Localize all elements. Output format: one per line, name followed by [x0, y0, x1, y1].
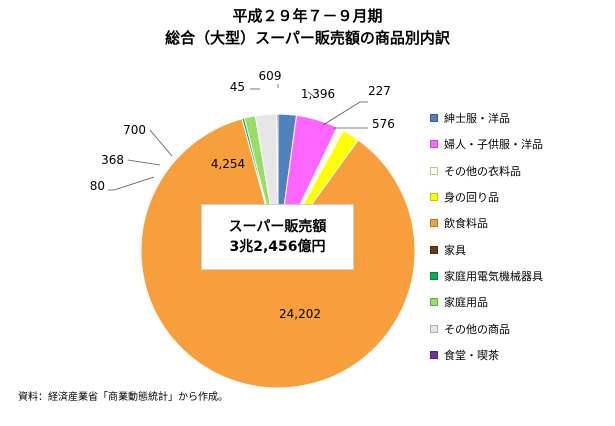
legend-label: 紳士服・洋品 — [444, 112, 510, 126]
legend-label: 身の回り品 — [444, 191, 499, 205]
leader-line — [322, 101, 368, 126]
chart-title-line2: 総合（大型）スーパー販売額の商品別内訳 — [165, 29, 450, 47]
legend-swatch — [430, 114, 438, 123]
legend-swatch — [430, 219, 438, 228]
leader-line — [149, 129, 173, 157]
total-sales-box: スーパー販売額 3兆2,456億円 — [201, 204, 354, 270]
legend-item: 身の回り品 — [430, 184, 543, 210]
leader-line — [127, 159, 161, 166]
legend-label: 婦人・子供服・洋品 — [444, 138, 543, 152]
legend-swatch — [430, 193, 438, 202]
legend-label: その他の衣料品 — [444, 164, 521, 178]
legend-item: 婦人・子供服・洋品 — [430, 131, 543, 157]
chart-legend: 紳士服・洋品婦人・子供服・洋品 その他の衣料品 身の回り品飲食料品家具家庭用電気機械… — [430, 105, 543, 368]
slice-value-label: 609 — [259, 69, 282, 83]
slice-value-label: 576 — [372, 117, 395, 131]
legend-item: 食堂・喫茶 — [430, 342, 543, 368]
leader-line — [307, 91, 317, 99]
legend-swatch — [430, 298, 438, 307]
legend-label: 家具 — [444, 243, 466, 257]
leader-line — [108, 176, 155, 191]
legend-item: 家庭用品 — [430, 289, 543, 315]
slice-value-label: 227 — [368, 84, 391, 98]
legend-swatch — [430, 140, 438, 149]
legend-swatch — [430, 350, 438, 359]
legend-swatch — [430, 245, 438, 254]
total-sales-value: 3兆2,456億円 — [229, 239, 326, 255]
legend-label: 家庭用電気機械器具 — [444, 269, 543, 283]
slice-value-label: 80 — [90, 179, 105, 193]
slice-value-label: 1,396 — [301, 87, 335, 101]
chart-title-line1: 平成２９年７－９月期 — [232, 7, 383, 25]
legend-label: 飲食料品 — [444, 217, 488, 231]
slice-value-label: 45 — [230, 80, 245, 94]
source-note: 資料：経済産業省「商業動態統計」から作成。 — [18, 392, 228, 403]
slice-value-label: 700 — [123, 123, 146, 137]
slice-value-label: 368 — [101, 153, 124, 167]
legend-item: 紳士服・洋品 — [430, 105, 543, 131]
legend-label: 食堂・喫茶 — [444, 348, 499, 362]
total-sales-caption: スーパー販売額 — [228, 219, 327, 235]
extra-value-label: 4,254 — [211, 157, 245, 171]
legend-item: その他の商品 — [430, 315, 543, 341]
legend-item: その他の衣料品 — [430, 158, 543, 184]
legend-item: 飲食料品 — [430, 210, 543, 236]
legend-swatch — [430, 271, 438, 280]
legend-swatch — [430, 324, 438, 333]
legend-item: 家具 — [430, 236, 543, 262]
legend-label: その他の商品 — [444, 322, 510, 336]
legend-item: 家庭用電気機械器具 — [430, 263, 543, 289]
legend-label: 家庭用品 — [444, 296, 488, 310]
legend-swatch — [430, 166, 438, 175]
slice-value-label: 24,202 — [279, 307, 321, 321]
